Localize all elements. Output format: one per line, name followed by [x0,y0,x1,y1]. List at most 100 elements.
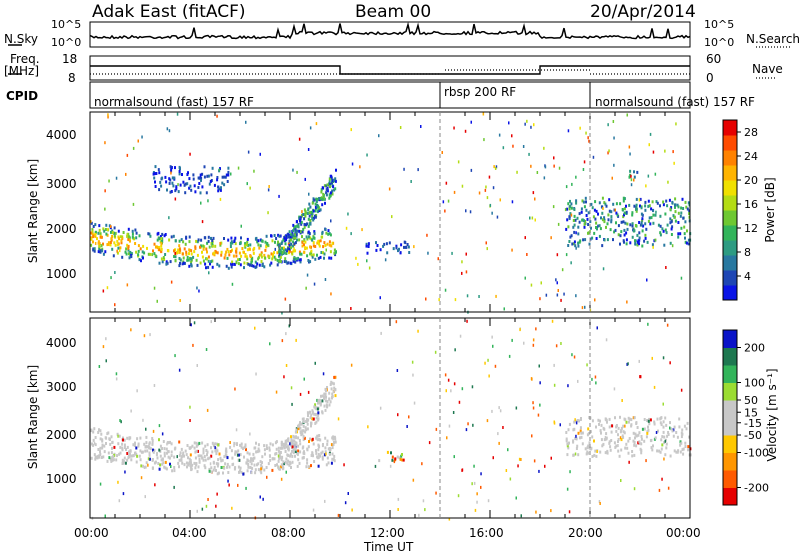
data-cell [255,372,257,376]
data-cell [445,389,447,393]
data-cell [313,282,316,286]
data-cell [642,224,645,228]
data-cell [328,397,331,401]
data-cell [451,251,453,255]
colorbar-swatch [723,180,737,196]
data-cell [294,450,297,454]
data-cell [553,383,556,387]
data-cell [196,470,199,474]
data-cell [177,248,180,252]
data-cell [230,265,233,269]
data-cell [294,430,297,434]
data-cell [461,468,464,472]
data-cell [213,251,216,255]
data-cell [661,477,663,481]
colorbar-swatch [723,417,737,436]
data-cell [104,141,106,145]
data-cell [97,448,100,451]
data-cell [216,472,219,476]
data-cell [470,120,472,124]
data-cell [492,344,494,348]
data-cell [195,258,198,262]
data-cell [168,216,170,220]
data-cell [638,231,641,235]
data-cell [651,243,654,247]
data-cell [303,225,306,229]
data-cell [126,153,129,157]
data-cell [631,211,634,215]
data-cell [617,444,619,447]
data-cell [498,133,501,137]
data-cell [331,436,334,440]
data-cell [207,174,210,178]
data-cell [256,463,258,467]
data-cell [105,442,107,445]
data-cell [99,250,102,254]
data-cell [195,449,198,453]
data-cell [204,262,207,266]
data-cell [111,458,114,462]
data-cell [624,221,627,225]
data-cell [154,483,156,487]
data-cell [594,375,597,379]
data-cell [326,456,329,460]
data-cell [247,459,250,463]
data-cell [166,261,169,265]
data-cell [279,446,282,450]
data-cell [650,446,653,450]
data-cell [323,184,326,188]
data-cell [582,238,585,242]
data-cell [280,458,283,462]
data-cell [665,423,668,427]
data-cell [633,178,635,182]
data-cell [517,464,519,468]
data-cell [129,452,131,456]
data-cell [317,418,320,422]
data-cell [680,441,683,445]
data-cell [674,205,676,209]
data-cell [196,263,199,267]
data-cell [124,250,127,254]
data-cell [681,448,684,452]
data-cell [117,442,120,446]
data-cell [201,250,203,254]
data-cell [261,239,264,243]
data-cell [158,261,161,265]
data-cell [655,210,657,214]
data-cell [279,255,282,259]
data-cell [250,471,253,475]
data-cell [149,333,151,337]
data-cell [655,431,658,434]
data-cell [291,445,294,449]
data-cell [193,184,196,188]
data-cell [458,400,461,404]
data-cell [331,457,334,461]
data-cell [236,453,239,457]
data-cell [161,447,163,450]
data-cell [278,234,281,238]
data-cell [325,191,328,195]
data-cell [137,139,139,143]
data-cell [168,238,171,242]
data-cell [108,456,111,460]
data-cell [179,167,181,171]
data-cell [311,417,314,421]
data-cell [281,339,284,343]
data-cell [179,258,182,262]
data-cell [533,123,535,127]
data-cell [220,466,223,469]
data-cell [552,205,555,209]
data-cell [307,411,310,415]
data-cell [291,252,294,256]
data-cell [584,196,587,200]
data-cell [193,321,196,325]
data-cell [623,431,626,435]
data-cell [257,239,260,243]
data-cell [247,465,250,469]
data-cell [659,450,662,454]
data-cell [641,229,644,233]
data-cell [317,239,320,243]
data-cell [320,394,322,398]
data-cell [194,456,197,460]
